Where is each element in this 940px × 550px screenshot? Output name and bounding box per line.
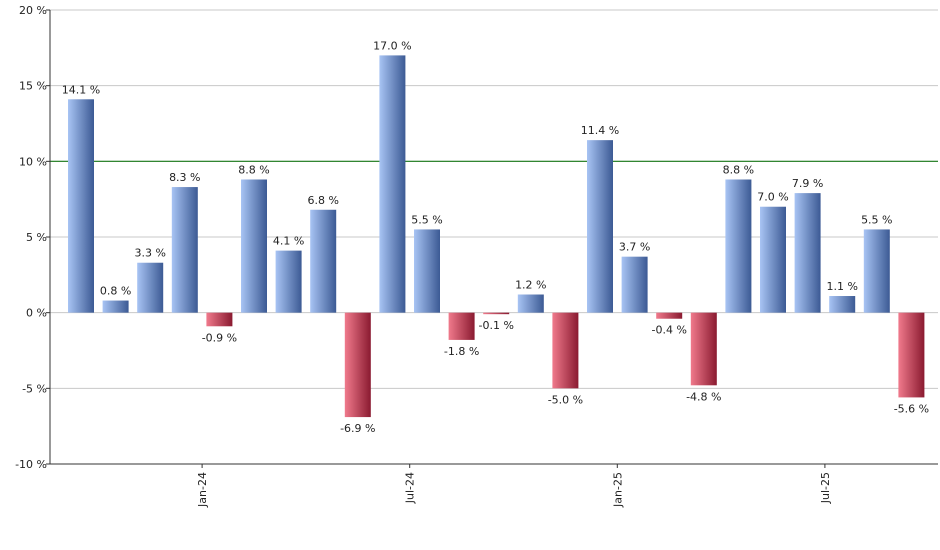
bar	[310, 209, 337, 313]
y-tick-label: 15 %	[19, 80, 47, 93]
data-label: 8.8 %	[723, 163, 754, 176]
data-label: 7.9 %	[792, 177, 823, 190]
bar	[448, 312, 475, 340]
y-tick-label: -10 %	[15, 458, 47, 471]
data-label: -0.9 %	[202, 331, 237, 344]
bar	[483, 312, 510, 315]
bar	[379, 55, 406, 313]
bar	[587, 140, 613, 313]
x-tick-label: Jul-24	[404, 472, 417, 504]
data-label: 5.5 %	[861, 213, 892, 226]
bar	[794, 193, 821, 313]
bar	[414, 229, 440, 313]
bar	[344, 312, 371, 418]
bar	[656, 312, 683, 319]
bar	[275, 250, 302, 313]
data-label: -6.9 %	[340, 422, 375, 435]
axes: 20 % 15 % 10 % 5 % 0 % -5 % -10 % Jan-24 Jul-24 J…	[15, 4, 938, 508]
data-label: 0.8 %	[100, 285, 131, 298]
bar	[552, 312, 579, 389]
bar	[690, 312, 717, 386]
bar	[725, 179, 752, 313]
data-label: 17.0 %	[373, 39, 411, 52]
data-label: 1.2 %	[515, 279, 546, 292]
bars	[68, 55, 925, 418]
x-tick-label: Jan-25	[611, 472, 624, 508]
bar	[517, 294, 544, 313]
data-label: -0.4 %	[651, 324, 686, 337]
data-label: 3.7 %	[619, 241, 650, 254]
data-label: -4.8 %	[686, 390, 721, 403]
data-label: 7.0 %	[757, 191, 788, 204]
bar	[621, 256, 648, 313]
bar	[863, 229, 890, 313]
data-label: 1.1 %	[826, 280, 857, 293]
data-labels: 14.1 % 0.8 % 3.3 % 8.3 % -0.9 % 8.8 % 4.1 % 6.8…	[62, 39, 929, 435]
y-tick-label: -5 %	[22, 382, 47, 395]
data-label: 5.5 %	[411, 213, 442, 226]
bar	[206, 312, 233, 327]
data-label: -0.1 %	[478, 319, 513, 332]
data-label: 3.3 %	[134, 247, 165, 260]
bar	[137, 262, 164, 313]
data-label: 14.1 %	[62, 83, 100, 96]
data-label: 8.8 %	[238, 163, 269, 176]
bar	[241, 179, 267, 313]
bar	[68, 99, 94, 313]
x-tick-label: Jul-25	[819, 472, 832, 504]
bar	[760, 206, 786, 313]
data-label: -5.0 %	[548, 393, 583, 406]
x-tick-label: Jan-24	[196, 472, 209, 508]
data-label: 11.4 %	[581, 124, 619, 137]
bar	[102, 300, 129, 313]
bar	[171, 187, 198, 313]
data-label: 8.3 %	[169, 171, 200, 184]
bar	[829, 296, 856, 313]
bar	[898, 312, 925, 398]
y-tick-label: 0 %	[26, 307, 47, 320]
data-label: -5.6 %	[894, 402, 929, 415]
data-label: -1.8 %	[444, 345, 479, 358]
data-label: 6.8 %	[307, 194, 338, 207]
y-tick-label: 20 %	[19, 4, 47, 17]
y-tick-label: 10 %	[19, 155, 47, 168]
y-tick-label: 5 %	[26, 231, 47, 244]
data-label: 4.1 %	[273, 235, 304, 248]
